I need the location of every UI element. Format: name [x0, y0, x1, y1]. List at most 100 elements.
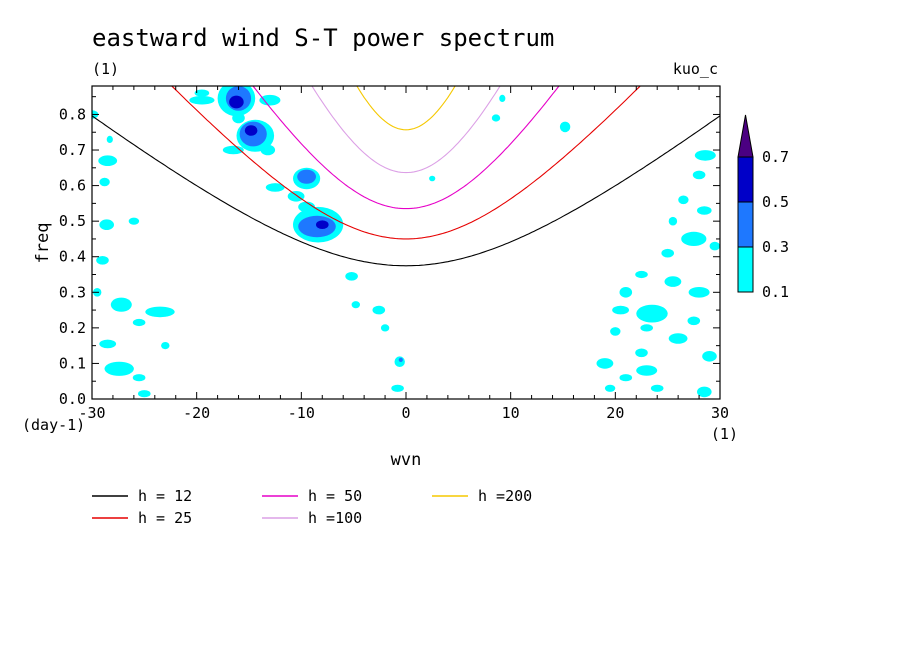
power-patch — [636, 365, 658, 376]
power-patch — [694, 150, 716, 161]
power-patch — [664, 276, 682, 287]
power-patch — [265, 183, 285, 192]
power-patch — [222, 145, 244, 155]
power-patch — [429, 175, 436, 182]
y-tick-label: 0.6 — [59, 177, 86, 195]
x-tick-label: -30 — [78, 404, 105, 422]
power-patch — [635, 270, 648, 279]
power-patch — [345, 272, 358, 281]
dispersion-curve-h25 — [171, 86, 641, 240]
power-patch — [298, 201, 315, 213]
power-patch — [604, 384, 616, 392]
power-patch — [702, 351, 717, 362]
colorbar-label: 0.1 — [762, 283, 789, 301]
power-patch — [297, 169, 316, 184]
legend-entry: h =100 — [308, 509, 362, 527]
power-patch — [104, 361, 134, 376]
power-patch — [110, 297, 132, 312]
power-patch — [612, 305, 629, 315]
y-unit-label: (day-1) — [22, 416, 85, 434]
power-patch — [351, 301, 360, 309]
y-tick-label: 0.0 — [59, 390, 86, 408]
power-patch — [106, 135, 113, 143]
power-patch — [635, 348, 648, 358]
power-patch — [709, 241, 720, 251]
power-patch — [229, 95, 244, 109]
power-patch — [610, 327, 621, 336]
x-tick-label: 30 — [711, 404, 729, 422]
power-patch — [678, 195, 689, 205]
colorbar-label: 0.3 — [762, 238, 789, 256]
colorbar-segment — [737, 201, 754, 248]
power-patch — [128, 217, 140, 225]
power-patch — [668, 333, 688, 344]
power-patch — [244, 125, 258, 136]
power-patch — [692, 170, 706, 180]
power-patch — [697, 386, 712, 398]
power-patch — [380, 324, 390, 332]
power-patch — [688, 287, 710, 298]
power-patch — [316, 220, 329, 229]
power-patch — [145, 306, 175, 318]
power-patch — [619, 287, 633, 298]
x-tick-label: 0 — [401, 404, 410, 422]
dispersion-curves — [92, 86, 720, 267]
y-tick-label: 0.1 — [59, 354, 86, 372]
y-tick-label: 0.2 — [59, 319, 86, 337]
power-patch — [194, 89, 210, 97]
power-patch — [391, 384, 404, 392]
dispersion-curve-h50 — [252, 86, 560, 210]
colorbar-label: 0.5 — [762, 193, 789, 211]
chart-title: eastward wind S-T power spectrum — [92, 24, 554, 52]
y-tick-label: 0.7 — [59, 141, 86, 159]
power-patch — [681, 231, 707, 246]
colorbar-segment — [737, 156, 754, 203]
power-patch — [650, 384, 664, 392]
legend-entry: h = 25 — [138, 509, 192, 527]
power-patch — [668, 216, 678, 226]
dispersion-curve-h100 — [311, 86, 501, 174]
power-patch — [96, 255, 109, 265]
power-patch — [398, 357, 403, 362]
y-tick-label: 0.4 — [59, 248, 86, 266]
x-axis-label: wvn — [391, 450, 422, 470]
power-patch — [98, 155, 118, 166]
curve-legend: h = 12 h = 25 h = 50 h =100 h =200 — [92, 487, 532, 527]
power-patch — [161, 342, 170, 350]
x-tick-label: 20 — [606, 404, 624, 422]
power-patch — [232, 112, 245, 124]
colorbar: 0.1 0.3 0.5 0.7 — [737, 114, 789, 301]
power-patch — [394, 356, 405, 368]
y-axis-label: freq — [33, 223, 53, 264]
power-patch — [189, 95, 215, 105]
dispersion-curve-h12 — [92, 115, 720, 267]
power-patch — [687, 316, 701, 326]
power-patch — [596, 358, 614, 369]
x-tick-label: -10 — [288, 404, 315, 422]
subtitle-right: kuo_c — [673, 60, 718, 78]
y-tick-label: 0.3 — [59, 283, 86, 301]
power-patch — [99, 177, 110, 187]
axis-tick-labels: -30 -20 -10 0 10 20 30 0.0 0.1 0.2 0.3 0.4 0.5 0.6 0.7… — [59, 105, 729, 422]
power-patch — [138, 390, 151, 398]
colorbar-segment — [737, 246, 754, 293]
legend-entry: h = 50 — [308, 487, 362, 505]
power-contours — [92, 86, 720, 398]
power-patch — [640, 324, 653, 332]
power-patch — [99, 219, 114, 230]
power-patch — [499, 94, 506, 102]
legend-entry: h = 12 — [138, 487, 192, 505]
dispersion-curve-h200 — [356, 86, 456, 131]
power-patch — [99, 339, 117, 349]
power-patch — [559, 121, 571, 133]
power-patch — [661, 248, 674, 258]
power-patch — [260, 144, 276, 156]
x-tick-label: 10 — [502, 404, 520, 422]
y-tick-label: 0.8 — [59, 105, 86, 123]
power-patch — [372, 305, 386, 315]
power-patch — [259, 94, 281, 106]
colorbar-label: 0.7 — [762, 148, 789, 166]
power-patch — [697, 206, 712, 215]
